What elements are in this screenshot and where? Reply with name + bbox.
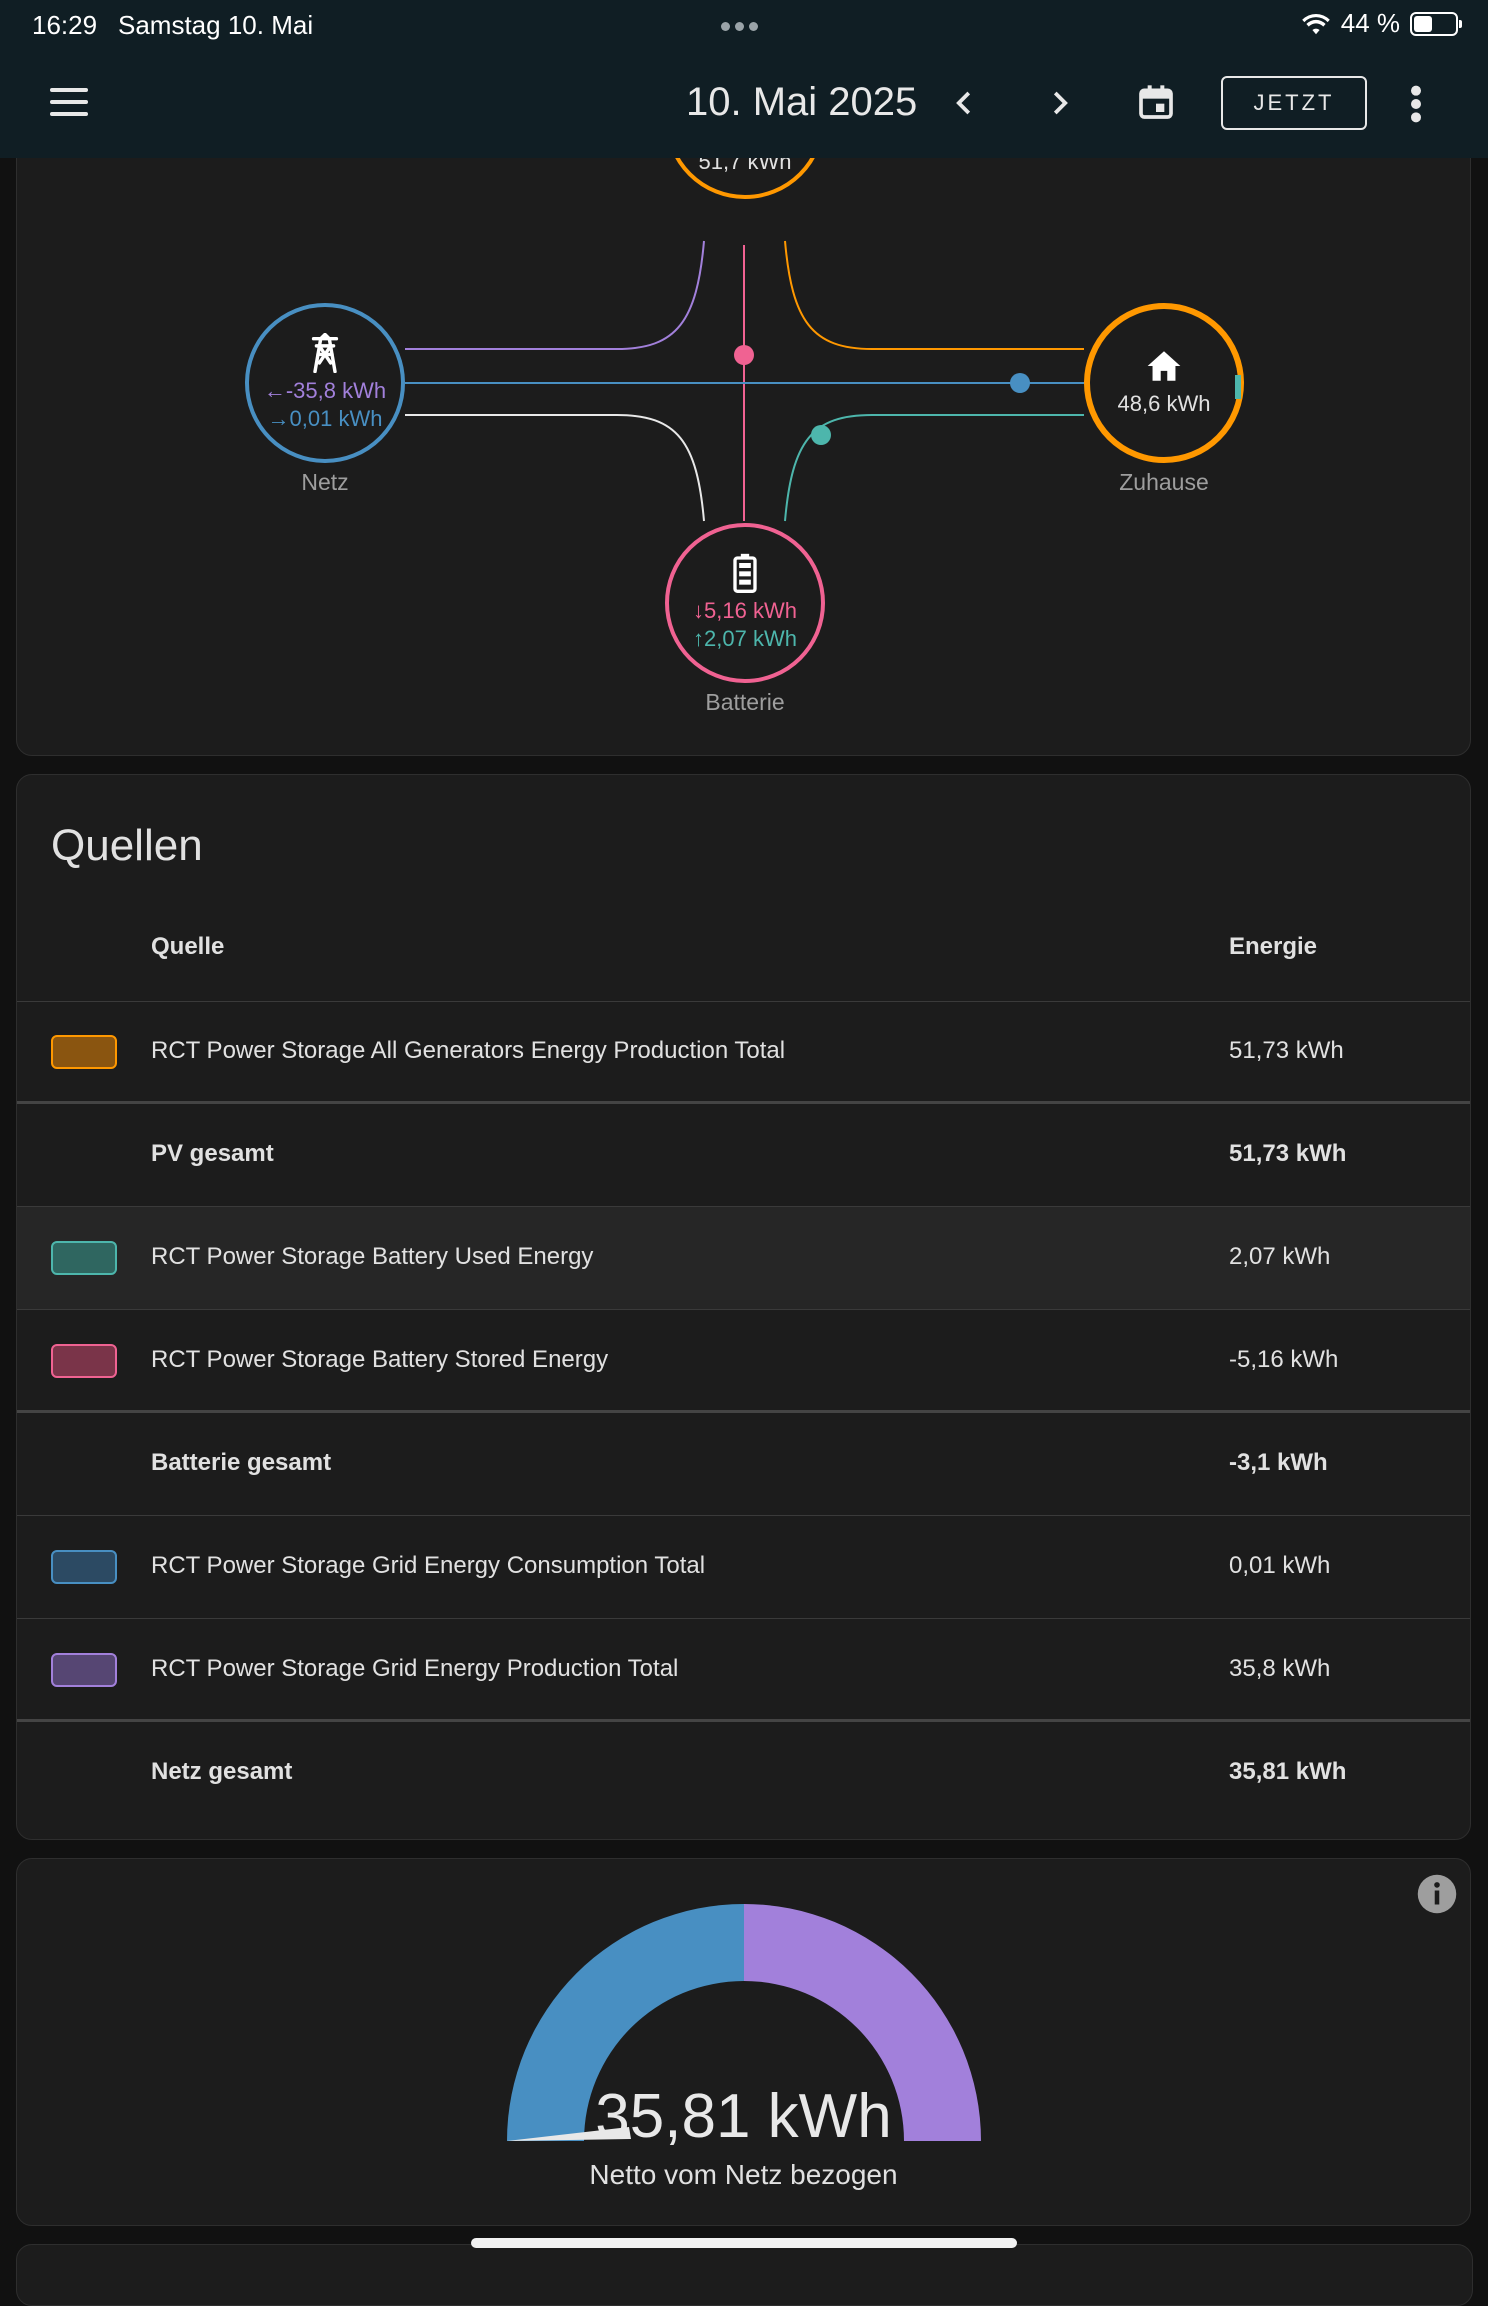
flow-dot (811, 425, 831, 445)
battery-charge-value: 5,16 kWh (704, 598, 797, 623)
color-swatch (51, 1035, 117, 1069)
home-value: 48,6 kWh (1117, 391, 1211, 416)
flow-dot (1010, 373, 1030, 393)
home-indicator[interactable] (471, 2238, 1017, 2248)
source-value: 35,81 kWh (1229, 1758, 1347, 1785)
table-row[interactable]: RCT Power Storage Grid Energy Production… (17, 1619, 1470, 1722)
info-icon[interactable] (1416, 1873, 1458, 1915)
battery-percent: 44 % (1340, 8, 1400, 38)
battery-discharge-value: 2,07 kWh (704, 626, 797, 651)
table-row[interactable]: RCT Power Storage Battery Stored Energy … (17, 1310, 1470, 1413)
table-row[interactable]: RCT Power Storage All Generators Energy … (17, 1001, 1470, 1104)
gauge-consumed-arc (507, 1904, 744, 2141)
next-card (16, 2244, 1473, 2306)
source-name: PV gesamt (151, 1140, 274, 1167)
grid-return: ←-35,8 kWh (263, 378, 387, 403)
grid-consumption-value: 0,01 kWh (289, 406, 383, 431)
source-name: RCT Power Storage Battery Used Energy (151, 1243, 594, 1270)
source-value: 0,01 kWh (1229, 1552, 1331, 1579)
chevron-right-icon[interactable] (1044, 88, 1074, 118)
status-time: 16:29 (32, 10, 98, 40)
home-node[interactable]: 48,6 kWh (1084, 303, 1244, 463)
grid-consumption: →0,01 kWh (267, 406, 383, 431)
table-row[interactable]: RCT Power Storage Battery Used Energy 2,… (17, 1207, 1470, 1310)
menu-icon[interactable] (50, 88, 90, 118)
battery-label: Batterie (705, 689, 785, 715)
source-name: RCT Power Storage All Generators Energy … (151, 1037, 786, 1064)
flow-dot (734, 345, 754, 365)
source-name: Batterie gesamt (151, 1449, 332, 1476)
now-button[interactable]: JETZT (1221, 76, 1367, 130)
energy-distribution-card: 51,7 kWh ←-35,8 kWh →0,01 kWh Netz 48,6 … (16, 120, 1471, 756)
color-swatch (51, 1241, 117, 1275)
home-label: Zuhause (1119, 469, 1209, 495)
battery-icon (1410, 11, 1462, 36)
source-value: 35,8 kWh (1229, 1655, 1331, 1682)
gauge-returned-arc (744, 1904, 981, 2141)
gauge-needle (507, 2127, 631, 2141)
table-header: Quelle Energie (17, 921, 1470, 1002)
source-value: -5,16 kWh (1229, 1346, 1339, 1373)
color-swatch (51, 1550, 117, 1584)
date-title: 10. Mai 2025 (686, 80, 918, 124)
column-header-energy: Energie (1229, 933, 1318, 960)
sources-title: Quellen (51, 821, 203, 870)
grid-neutrality-gauge-card: 35,81 kWh Netto vom Netz bezogen (16, 1858, 1471, 2226)
gauge-label: Netto vom Netz bezogen (589, 2159, 898, 2190)
home-icon (1147, 351, 1181, 381)
source-name: RCT Power Storage Battery Stored Energy (151, 1346, 609, 1373)
battery-discharge: ↑2,07 kWh (693, 626, 797, 651)
grid-label: Netz (301, 469, 349, 495)
source-value: 2,07 kWh (1229, 1243, 1331, 1270)
more-vertical-icon[interactable] (1408, 84, 1424, 124)
color-swatch (51, 1653, 117, 1687)
sources-card: Quellen Quelle Energie RCT Power Storage… (16, 774, 1471, 1840)
battery-node[interactable]: ↓5,16 kWh ↑2,07 kWh (665, 523, 825, 683)
source-name: RCT Power Storage Grid Energy Production… (151, 1655, 679, 1682)
source-name: Netz gesamt (151, 1758, 293, 1785)
transmission-tower-icon (311, 333, 339, 373)
column-header-source: Quelle (151, 933, 225, 960)
source-value: 51,73 kWh (1229, 1037, 1344, 1064)
calendar-icon[interactable] (1136, 82, 1176, 122)
table-row-total: Netz gesamt 35,81 kWh (17, 1722, 1470, 1825)
battery-charge: ↓5,16 kWh (693, 598, 797, 623)
source-value: 51,73 kWh (1229, 1140, 1347, 1167)
battery-icon (733, 553, 757, 593)
app-header: 16:29 Samstag 10. Mai 44 % 10. Mai 2025 … (0, 0, 1488, 158)
home-battery-segment (1235, 375, 1241, 399)
gauge-value: 35,81 kWh (595, 2082, 892, 2151)
table-row[interactable]: RCT Power Storage Grid Energy Consumptio… (17, 1516, 1470, 1619)
grid-node[interactable]: ←-35,8 kWh →0,01 kWh (245, 303, 405, 463)
wifi-icon (1301, 13, 1330, 34)
gauge (507, 1904, 981, 2141)
source-name: RCT Power Storage Grid Energy Consumptio… (151, 1552, 706, 1579)
grid-return-value: -35,8 kWh (285, 378, 387, 403)
multitask-dots-icon[interactable] (721, 18, 763, 36)
flow-lines (405, 240, 1084, 522)
status-date: Samstag 10. Mai (118, 10, 314, 40)
status-right: 44 % (1301, 8, 1462, 39)
chevron-left-icon[interactable] (950, 88, 980, 118)
source-value: -3,1 kWh (1229, 1449, 1328, 1476)
table-row-total: Batterie gesamt -3,1 kWh (17, 1413, 1470, 1516)
color-swatch (51, 1344, 117, 1378)
table-row-total: PV gesamt 51,73 kWh (17, 1104, 1470, 1207)
